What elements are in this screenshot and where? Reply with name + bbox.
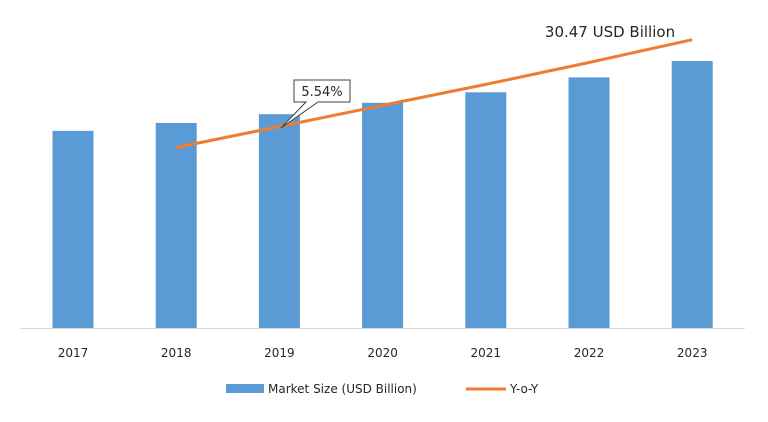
yoy-line (175, 38, 693, 149)
x-tick-label: 2018 (161, 346, 192, 360)
cagr-callout: 5.54% (280, 79, 351, 129)
legend: Market Size (USD Billion) Y-o-Y (226, 382, 539, 396)
x-tick-label: 2021 (471, 346, 502, 360)
bar-2021 (465, 92, 507, 328)
legend-label-yoy: Y-o-Y (509, 382, 539, 396)
legend-label-market-size: Market Size (USD Billion) (268, 382, 417, 396)
bar-2017 (52, 130, 94, 328)
legend-swatch-market-size (226, 384, 264, 393)
x-tick-label: 2017 (58, 346, 89, 360)
x-tick-label: 2023 (677, 346, 708, 360)
x-tick-label: 2022 (574, 346, 605, 360)
bar-2019 (258, 114, 300, 328)
cagr-label: 5.54% (301, 85, 342, 100)
x-tick-label: 2020 (367, 346, 398, 360)
callout-box (280, 79, 351, 129)
x-tick-label: 2019 (264, 346, 295, 360)
bar-2022 (568, 77, 610, 328)
end-value-label: 30.47 USD Billion (545, 23, 675, 41)
bar-2020 (362, 102, 404, 329)
bar-2018 (155, 122, 197, 328)
bar-2023 (671, 61, 713, 328)
